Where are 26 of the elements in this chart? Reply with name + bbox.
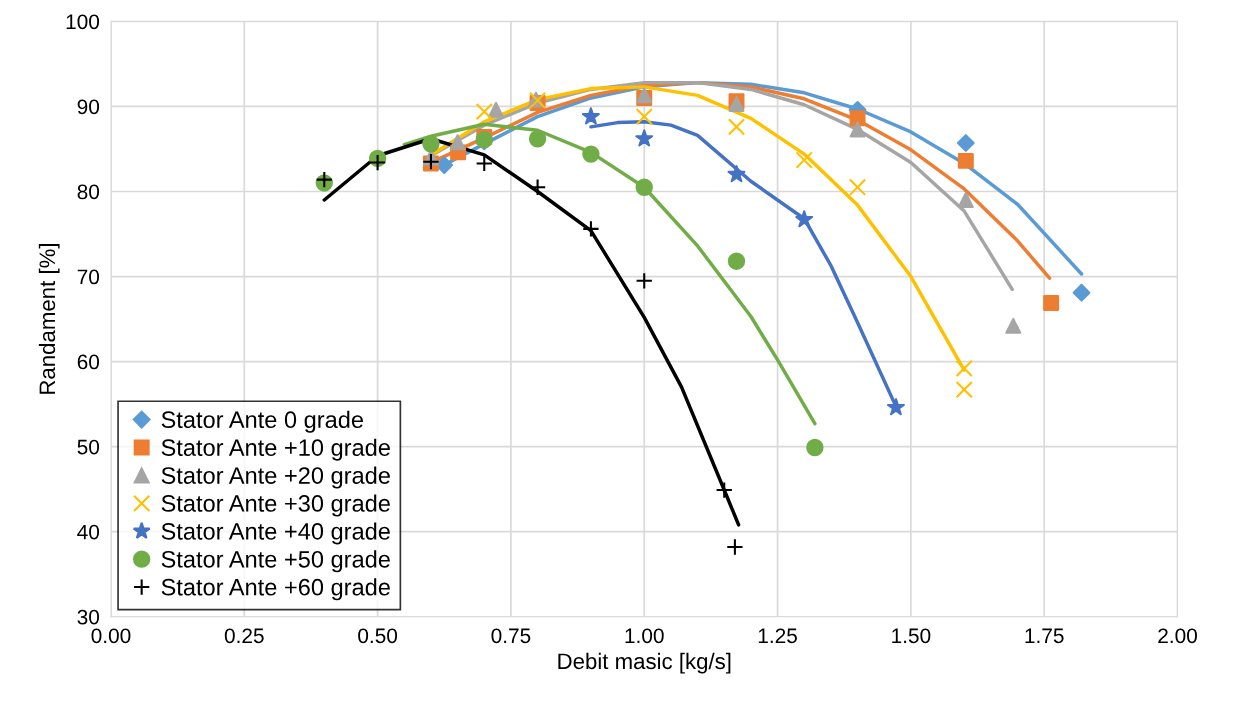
y-tick-label: 60 — [77, 354, 100, 370]
x-tick-label: 0.00 — [91, 628, 131, 644]
x-tick-label: 1.00 — [625, 628, 664, 644]
y-tick-label: 100 — [66, 14, 100, 30]
x-tick-label: 0.75 — [491, 628, 531, 644]
legend-label: Stator Ante 0 grade — [161, 410, 363, 433]
x-tick-label: 1.50 — [892, 628, 931, 644]
legend-label: Stator Ante +20 grade — [161, 466, 390, 489]
x-tick-label: 1.75 — [1025, 628, 1064, 644]
y-tick-label: 80 — [77, 184, 100, 200]
x-tick-label: 2.00 — [1158, 628, 1197, 644]
y-tick-label: 30 — [77, 609, 100, 625]
y-tick-label: 40 — [77, 524, 100, 540]
y-tick-label: 90 — [77, 99, 100, 115]
legend-label: Stator Ante +30 grade — [161, 494, 390, 517]
x-tick-label: 1.25 — [758, 628, 797, 644]
legend-label: Stator Ante +60 grade — [161, 578, 390, 601]
y-tick-label: 50 — [77, 439, 100, 455]
x-tick-label: 0.25 — [224, 628, 264, 644]
legend-label: Stator Ante +40 grade — [161, 522, 390, 545]
y-tick-label: 70 — [77, 269, 100, 285]
legend-label: Stator Ante +50 grade — [161, 550, 390, 573]
x-tick-label: 0.50 — [358, 628, 398, 644]
y-axis-title: Randament [%] — [38, 244, 60, 394]
legend-label: Stator Ante +10 grade — [161, 438, 390, 461]
x-axis-title: Debit masic [kg/s] — [558, 652, 731, 674]
